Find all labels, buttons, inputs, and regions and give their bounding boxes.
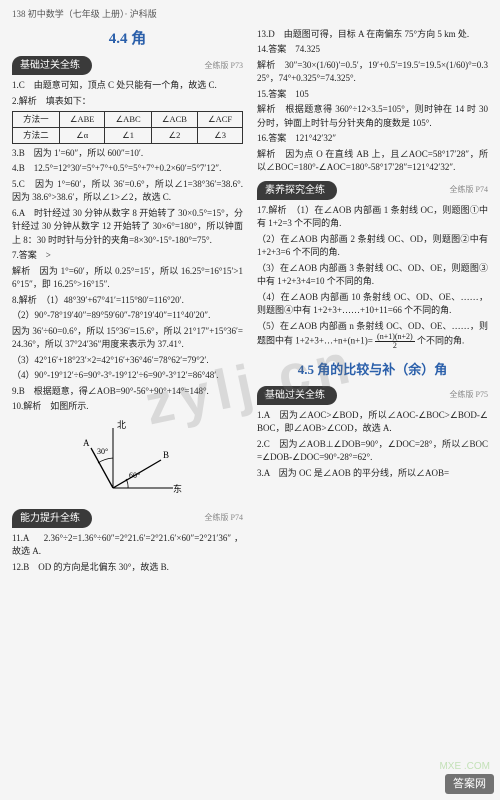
left-column: 4.4 角 基础过关全练 全练版 P73 1.C 由题意可知，顶点 C 处只能有…: [12, 26, 243, 577]
angle-30: 30°: [97, 447, 108, 456]
east-label: 东: [173, 483, 182, 494]
q17-3: （3）在∠AOB 内部画 3 条射线 OC、OD、OE，则题图③中有 1+2+3…: [257, 262, 488, 289]
right-column: 13.D 由题图可得，目标 A 在南偏东 75°方向 5 km 处. 14.答案…: [257, 26, 488, 577]
q8-3: 因为 36′÷60=0.6°，所以 15°36′=15.6°，所以 21°17″…: [12, 325, 243, 352]
s45-q2: 2.C 因为∠AOB⊥∠DOB=90°，∠DOC=28°，所以∠BOC=∠DOB…: [257, 438, 488, 465]
q9: 9.B 根据题意，得∠AOB=90°-56°+90°+14°=148°.: [12, 385, 243, 399]
q5: 5.C 因为 1°=60′，所以 36′=0.6°，所以∠1=38°36′=38…: [12, 178, 243, 205]
q11: 11.A 2.36°÷2=1.36°÷60″=2°21.6′=2°21.6′×6…: [12, 532, 243, 559]
ref-p74b: 全练版 P74: [450, 184, 488, 196]
ref-p75: 全练版 P75: [450, 389, 488, 401]
compass-figure: 北 东 30° 60° A B: [12, 418, 243, 503]
pill-row-explore: 素养探究全练 全练版 P74: [257, 181, 488, 200]
q1: 1.C 由题意可知，顶点 C 处只能有一个角，故选 C.: [12, 79, 243, 93]
pt-a: A: [83, 438, 90, 448]
table-row: 方法二∠α∠1∠2∠3: [13, 127, 243, 143]
q7b: 解析 因为 1°=60′，所以 0.25°=15′，所以 16.25°=16°1…: [12, 265, 243, 292]
ref-p73: 全练版 P73: [205, 60, 243, 72]
q6: 6.A 时针经过 30 分钟从数字 8 开始转了 30×0.5°=15°，分针经…: [12, 207, 243, 248]
q14b: 解析 30″=30×(1/60)′=0.5′，19′+0.5′=19.5′=19…: [257, 59, 488, 86]
pill-row-basic-45: 基础过关全练 全练版 P75: [257, 386, 488, 405]
fraction: (n+1)(n+2) 2: [375, 333, 415, 350]
q17-head: 17.解析 （1）在∠AOB 内部画 1 条射线 OC，则题图①中有 1+2=3…: [257, 204, 488, 231]
pill-explore: 素养探究全练: [257, 181, 337, 200]
q8-4: （3）42°16′+18°23′×2=42°16′+36°46′=78°62′=…: [12, 354, 243, 368]
columns: 4.4 角 基础过关全练 全练版 P73 1.C 由题意可知，顶点 C 处只能有…: [12, 26, 488, 577]
q16a: 16.答案 121°42′32″: [257, 132, 488, 146]
q8-head: 8.解析 （1）48°39′+67°41′=115°80′=116°20′.: [12, 294, 243, 308]
ref-p74a: 全练版 P74: [205, 512, 243, 524]
section-4-4-title: 4.4 角: [12, 28, 243, 51]
section-4-5-title: 4.5 角的比较与补（余）角: [257, 360, 488, 380]
pill-row-ability: 能力提升全练 全练版 P74: [12, 509, 243, 528]
north-label: 北: [117, 420, 126, 430]
page-root: 138 初中数学（七年级 上册）· 沪科版 4.4 角 基础过关全练 全练版 P…: [0, 0, 500, 584]
q17-4: （4）在∠AOB 内部画 10 条射线 OC、OD、OE、……，则题图④中有 1…: [257, 291, 488, 318]
q16b: 解析 因为点 O 在直线 AB 上，且∠AOC=58°17′28″，所以∠BOC…: [257, 148, 488, 175]
table-row: 方法一∠ABE∠ABC∠ACB∠ACF: [13, 112, 243, 128]
q7a: 7.答案 >: [12, 249, 243, 263]
q10: 10.解析 如图所示.: [12, 400, 243, 414]
bottom-stamp: 答案网: [445, 774, 494, 795]
s45-q3: 3.A 因为 OC 是∠AOB 的平分线，所以∠AOB=: [257, 467, 488, 481]
q15a: 15.答案 105: [257, 88, 488, 102]
q17-5: （5）在∠AOB 内部画 n 条射线 OC、OD、OE、……，则题图中有 1+2…: [257, 320, 488, 351]
s45-q1: 1.A 因为∠AOC>∠BOD，所以∠AOC-∠BOC>∠BOD-∠BOC，即∠…: [257, 409, 488, 436]
pill-ability: 能力提升全练: [12, 509, 92, 528]
pill-basic-45: 基础过关全练: [257, 386, 337, 405]
q3: 3.B 因为 1′=60″，所以 600″=10′.: [12, 147, 243, 161]
q8-5: （4）90°-19°12′÷6=90°-3°-19°12′÷6=90°-3°12…: [12, 369, 243, 383]
bottom-url: MXE .COM: [439, 759, 490, 774]
q2-head: 2.解析 填表如下：: [12, 95, 243, 109]
q13: 13.D 由题图可得，目标 A 在南偏东 75°方向 5 km 处.: [257, 28, 488, 42]
q17-2: （2）在∠AOB 内部画 2 条射线 OC、OD，则题图②中有 1+2+3=6 …: [257, 233, 488, 260]
q8-2: （2）90°-78°19′40″=89°59′60″-78°19′40″=11°…: [12, 309, 243, 323]
compass-svg: 北 东 30° 60° A B: [73, 418, 183, 503]
angle-60: 60°: [129, 471, 140, 480]
page-header: 138 初中数学（七年级 上册）· 沪科版: [12, 8, 488, 22]
pill-basic: 基础过关全练: [12, 56, 92, 75]
pt-b: B: [163, 450, 169, 460]
q2-table: 方法一∠ABE∠ABC∠ACB∠ACF 方法二∠α∠1∠2∠3: [12, 111, 243, 144]
q15b: 解析 根据题意得 360°÷12×3.5=105°，则时钟在 14 时 30 分…: [257, 103, 488, 130]
q12: 12.B OD 的方向是北偏东 30°，故选 B.: [12, 561, 243, 575]
pill-row-basic: 基础过关全练 全练版 P73: [12, 56, 243, 75]
q4: 4.B 12.5°=12°30′=5°+7°+0.5°=5°+7°+0.2×60…: [12, 162, 243, 176]
q14a: 14.答案 74.325: [257, 43, 488, 57]
